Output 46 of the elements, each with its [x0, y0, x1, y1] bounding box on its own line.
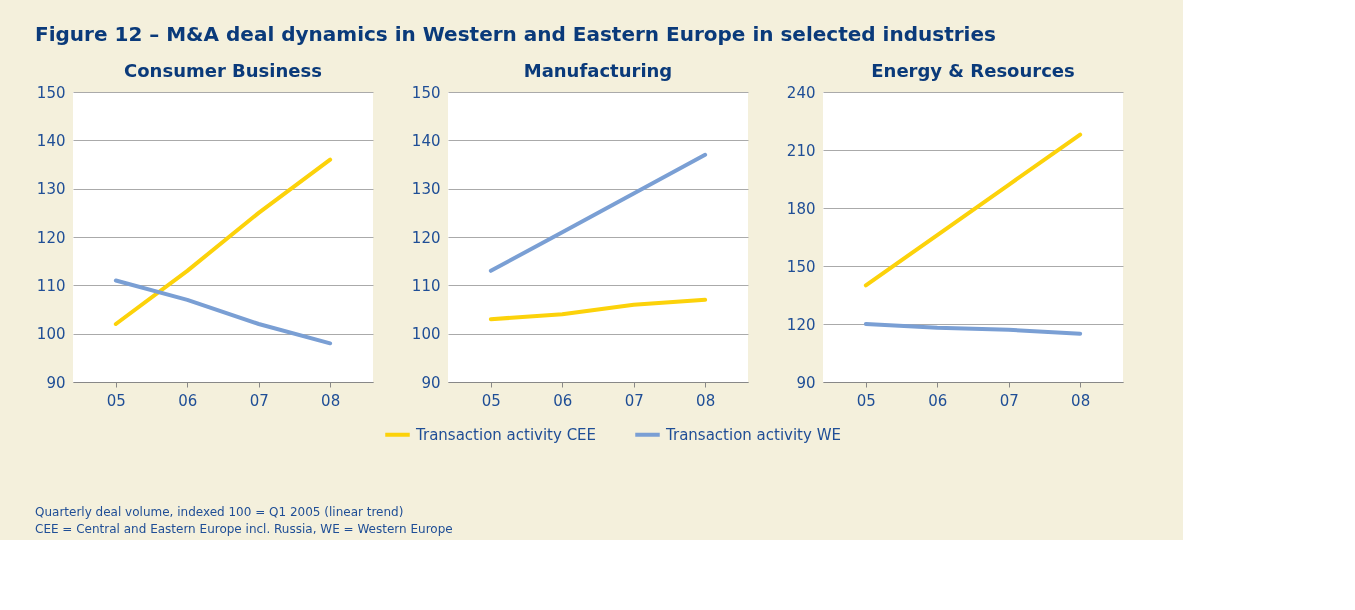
y-tick-label: 120: [411, 228, 441, 247]
x-tick-label: 07: [624, 391, 644, 410]
text: CEE = Central and Eastern Europe incl. Russia, WE = Western Europe: [35, 521, 453, 536]
x-tick-label: 08: [696, 391, 716, 410]
line-series: [113, 157, 333, 326]
text: Quarterly deal volume, indexed 100 = Q1 2005 (linear trend): [35, 504, 404, 519]
legend-label: Transaction activity WE: [665, 425, 841, 444]
y-tick-label: 120: [36, 228, 66, 247]
line-series: [113, 278, 333, 346]
chart-title: Manufacturing: [523, 60, 673, 81]
line-series: [863, 322, 1083, 336]
y-tick-label: 120: [786, 315, 816, 334]
chart-title: Consumer Business: [124, 60, 322, 81]
y-tick-label: 90: [796, 373, 816, 392]
x-tick-label: 08: [1071, 391, 1091, 410]
y-tick-label: 210: [786, 141, 816, 160]
y-tick-label: 140: [36, 131, 66, 150]
y-tick-label: 130: [36, 180, 66, 199]
x-tick-label: 08: [321, 391, 341, 410]
x-tick-label: 05: [106, 391, 126, 410]
y-tick-label: 240: [786, 83, 816, 102]
caption: Figure 12 – M&A deal dynamics in Western and Eastern Europe in selected industries: [35, 22, 996, 46]
x-tick-label: 06: [928, 391, 948, 410]
x-tick-label: 06: [553, 391, 573, 410]
line-series: [863, 132, 1083, 288]
x-tick-label: 07: [999, 391, 1019, 410]
y-tick-label: 110: [36, 276, 66, 295]
y-tick-label: 100: [36, 325, 66, 344]
y-tick-label: 90: [421, 373, 441, 392]
x-tick-label: 05: [481, 391, 501, 410]
x-tick-label: 07: [249, 391, 269, 410]
y-tick-label: 90: [46, 373, 66, 392]
x-tick-label: 05: [856, 391, 876, 410]
legend-label: Transaction activity CEE: [415, 425, 597, 444]
line-series: [488, 152, 708, 273]
y-tick-label: 100: [411, 325, 441, 344]
y-tick-label: 150: [411, 83, 441, 102]
y-tick-label: 150: [786, 257, 816, 276]
line-series: [488, 297, 708, 322]
y-tick-label: 130: [411, 180, 441, 199]
y-tick-label: 150: [36, 83, 66, 102]
y-tick-label: 140: [411, 131, 441, 150]
y-tick-label: 110: [411, 276, 441, 295]
chart-title: Energy & Resources: [871, 60, 1075, 81]
y-tick-label: 180: [786, 199, 816, 218]
x-tick-label: 06: [178, 391, 198, 410]
